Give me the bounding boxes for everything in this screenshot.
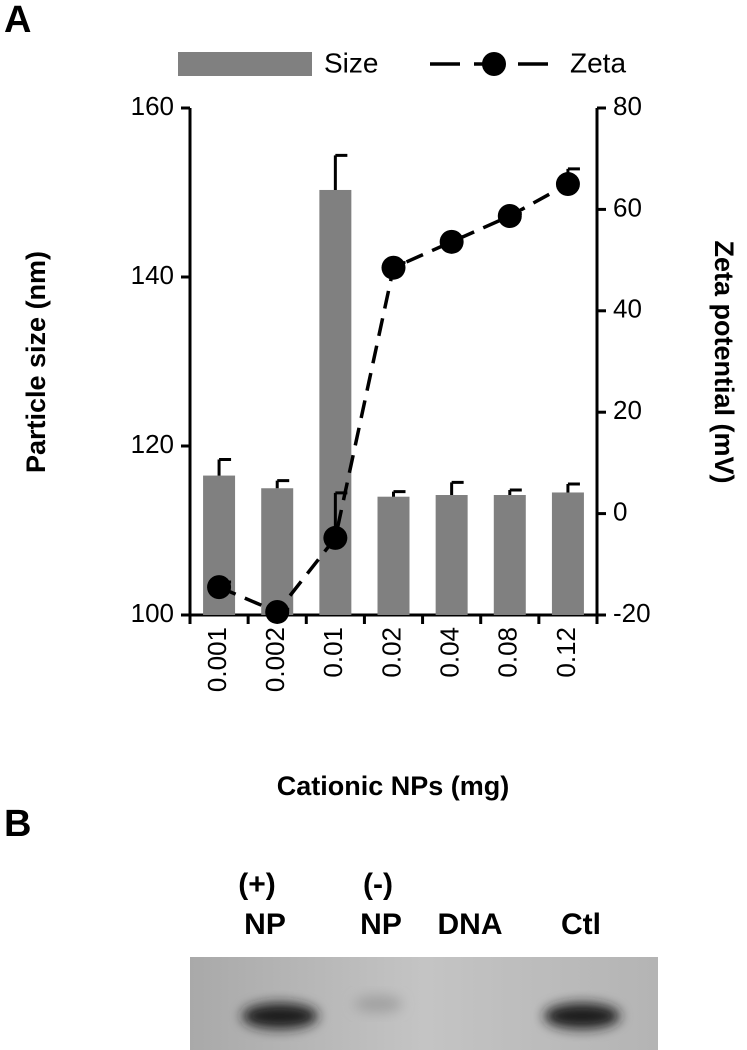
error-bar bbox=[566, 482, 580, 493]
lane-label: Ctl bbox=[561, 908, 601, 941]
point bbox=[323, 525, 348, 550]
lane-label: NP bbox=[360, 908, 402, 941]
error-bar bbox=[392, 490, 406, 497]
point bbox=[207, 575, 232, 600]
bar bbox=[319, 189, 352, 615]
point bbox=[439, 229, 464, 254]
bar bbox=[261, 488, 294, 615]
y-tick-label: 100 bbox=[131, 598, 174, 628]
error-bar bbox=[508, 488, 522, 496]
legend-marker bbox=[482, 52, 506, 76]
y2-tick-label: 40 bbox=[613, 294, 642, 324]
lane-label: NP bbox=[244, 908, 286, 941]
error-bar bbox=[275, 479, 290, 489]
x-tick-label: 0.08 bbox=[493, 627, 523, 678]
point bbox=[497, 203, 522, 228]
y2-tick-label: 80 bbox=[613, 91, 642, 121]
point bbox=[265, 599, 290, 624]
gel-image bbox=[190, 957, 658, 1050]
legend-label: Zeta bbox=[570, 47, 626, 78]
bar bbox=[435, 495, 468, 615]
y2-tick-label: 20 bbox=[613, 395, 642, 425]
x-tick-label: 0.001 bbox=[202, 627, 232, 692]
point bbox=[555, 172, 580, 197]
y2-tick-label: 0 bbox=[613, 496, 627, 526]
point bbox=[381, 255, 406, 280]
panel-label: B bbox=[4, 803, 31, 845]
gel-band bbox=[354, 995, 402, 1013]
gel-band bbox=[544, 1003, 620, 1029]
y-tick-label: 140 bbox=[131, 260, 174, 290]
legend-label: Size bbox=[324, 47, 378, 78]
bar bbox=[377, 496, 410, 615]
y-tick-label: 120 bbox=[131, 429, 174, 459]
y-tick-label: 160 bbox=[131, 91, 174, 121]
bar bbox=[493, 495, 526, 615]
lane-label: (+) bbox=[238, 868, 276, 901]
x-tick-label: 0.01 bbox=[318, 627, 348, 678]
y2-axis-title: Zeta potential (mV) bbox=[709, 240, 739, 483]
y-axis-title: Particle size (nm) bbox=[21, 251, 51, 473]
x-tick-label: 0.04 bbox=[435, 627, 465, 678]
error-bar bbox=[217, 458, 232, 476]
panel-label: A bbox=[4, 0, 31, 41]
x-tick-label: 0.02 bbox=[376, 627, 406, 678]
x-tick-label: 0.12 bbox=[551, 627, 581, 678]
lane-label: DNA bbox=[438, 908, 503, 941]
legend-swatch bbox=[178, 52, 312, 76]
error-bar bbox=[333, 153, 348, 190]
y2-tick-label: 60 bbox=[613, 192, 642, 222]
bar bbox=[551, 492, 584, 615]
x-tick-label: 0.002 bbox=[260, 627, 290, 692]
y2-tick-label: -20 bbox=[613, 598, 651, 628]
error-bar bbox=[450, 480, 464, 496]
gel-band bbox=[242, 1003, 318, 1029]
x-axis-title: Cationic NPs (mg) bbox=[277, 771, 510, 801]
lane-label: (-) bbox=[363, 868, 393, 901]
